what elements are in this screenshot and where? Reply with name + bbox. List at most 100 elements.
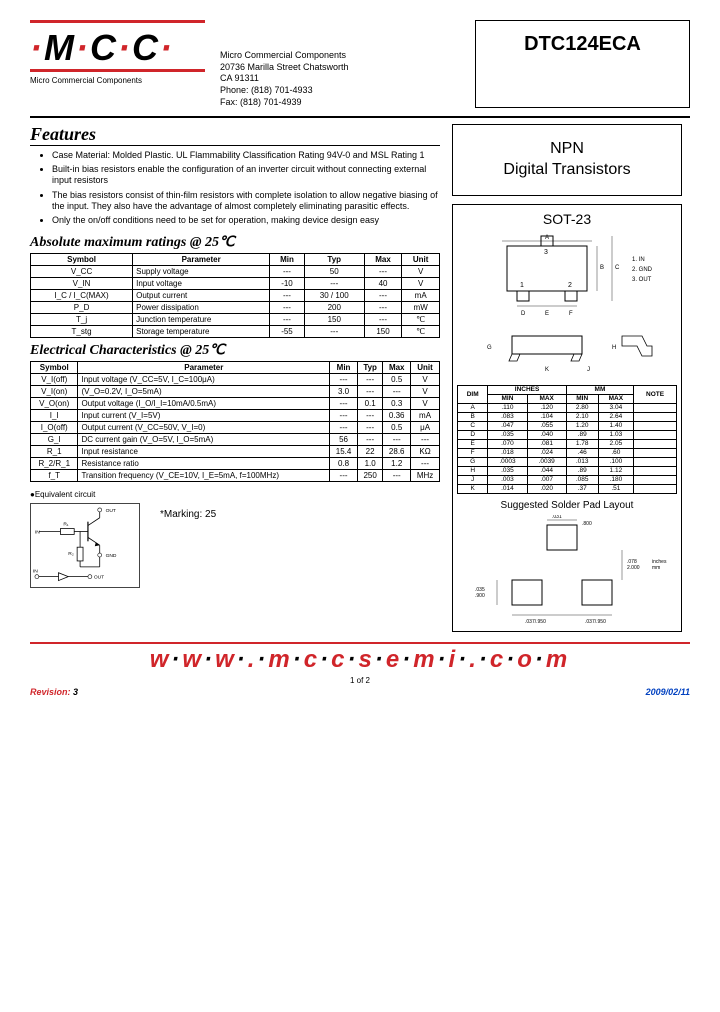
logo-subtitle: Micro Commercial Components: [30, 76, 205, 85]
table-cell: ---: [383, 434, 411, 446]
table-cell: Storage temperature: [133, 326, 270, 338]
table-cell: [634, 421, 677, 430]
svg-text:J: J: [587, 367, 590, 373]
table-cell: 0.5: [383, 422, 411, 434]
table-cell: .51: [598, 484, 634, 493]
dimensions-table: DIM INCHES MM NOTE MINMAX MINMAX A.110.1…: [457, 385, 677, 494]
table-cell: V_I(off): [31, 374, 78, 386]
elec-table: SymbolParameterMinTypMaxUnit V_I(off)Inp…: [30, 361, 440, 482]
table-cell: Input voltage: [133, 278, 270, 290]
table-cell: -55: [270, 326, 305, 338]
table-cell: ---: [330, 422, 358, 434]
fax: Fax: (818) 701-4939: [220, 97, 349, 109]
table-cell: .018: [488, 448, 527, 457]
table-cell: .055: [527, 421, 566, 430]
table-cell: 40: [364, 278, 402, 290]
svg-text:R₁: R₁: [63, 522, 69, 528]
svg-text:C: C: [615, 265, 620, 271]
addr-line1: 20736 Marilla Street Chatsworth: [220, 62, 349, 74]
svg-text:OUT: OUT: [106, 508, 116, 514]
table-cell: I_O(off): [31, 422, 78, 434]
table-cell: ---: [364, 314, 402, 326]
equiv-row: IN OUT GND R₁ R₂ IN OUT *Marking: 25: [30, 503, 440, 588]
table-cell: R_1: [31, 446, 78, 458]
table-header: Unit: [411, 362, 440, 374]
table-cell: 1.20: [566, 421, 598, 430]
svg-text:E: E: [545, 311, 549, 317]
table-cell: E: [458, 439, 488, 448]
table-cell: 0.5: [383, 374, 411, 386]
table-cell: -10: [270, 278, 305, 290]
table-cell: .035: [488, 430, 527, 439]
type-line1: NPN: [461, 139, 673, 160]
table-cell: [634, 448, 677, 457]
table-cell: I_C / I_C(MAX): [31, 290, 133, 302]
table-cell: K: [458, 484, 488, 493]
svg-text:3. OUT: 3. OUT: [632, 277, 652, 283]
svg-text:G: G: [487, 345, 492, 351]
svg-text:1: 1: [520, 282, 524, 289]
table-cell: G: [458, 457, 488, 466]
table-cell: 2.05: [598, 439, 634, 448]
logo-bottom-bar: [30, 69, 205, 72]
dim-header: MM: [566, 385, 633, 394]
svg-text:A: A: [545, 235, 549, 241]
table-cell: .024: [527, 448, 566, 457]
marking-text: *Marking: 25: [160, 503, 216, 588]
table-cell: .89: [566, 430, 598, 439]
table-row: D.035.040.891.03: [458, 430, 677, 439]
table-cell: .46: [566, 448, 598, 457]
table-cell: ---: [411, 458, 440, 470]
table-cell: V: [402, 278, 440, 290]
svg-text:.800: .800: [582, 521, 592, 527]
logo-text: ·M·C·C·: [30, 27, 205, 69]
svg-text:2. GND: 2. GND: [632, 267, 653, 273]
table-cell: .070: [488, 439, 527, 448]
table-cell: ---: [270, 314, 305, 326]
table-cell: ---: [383, 470, 411, 482]
table-cell: B: [458, 412, 488, 421]
table-row: G.0003.0039.013.100: [458, 457, 677, 466]
table-cell: Power dissipation: [133, 302, 270, 314]
equiv-circuit-diagram: IN OUT GND R₁ R₂ IN OUT: [30, 503, 140, 588]
table-cell: ---: [330, 398, 358, 410]
table-cell: ---: [383, 386, 411, 398]
table-row: I_C / I_C(MAX)Output current---30 / 100-…: [31, 290, 440, 302]
table-row: R_1Input resistance15.42228.6KΩ: [31, 446, 440, 458]
revision-label: Revision:: [30, 687, 71, 697]
table-row: A.110.1202.803.04: [458, 403, 677, 412]
dim-header: DIM: [458, 385, 488, 403]
svg-text:.037/.950: .037/.950: [585, 619, 606, 625]
table-cell: DC current gain (V_O=5V, I_O=5mA): [78, 434, 330, 446]
table-cell: 15.4: [330, 446, 358, 458]
table-row: V_O(on)Output voltage (I_O/I_I=10mA/0.5m…: [31, 398, 440, 410]
table-cell: (V_O=0.2V, I_O=5mA): [78, 386, 330, 398]
revision-value: 3: [73, 687, 78, 697]
table-cell: KΩ: [411, 446, 440, 458]
svg-text:.900: .900: [475, 593, 485, 599]
table-cell: ---: [330, 410, 358, 422]
svg-text:B: B: [600, 265, 604, 271]
table-row: V_I(off)Input voltage (V_CC=5V, I_C=100μ…: [31, 374, 440, 386]
footer-url: w·w·w·.·m·c·c·s·e·m·i·.·c·o·m: [30, 646, 690, 674]
feature-item: Case Material: Molded Plastic. UL Flamma…: [52, 150, 440, 161]
table-row: C.047.0551.201.40: [458, 421, 677, 430]
table-cell: 22: [357, 446, 382, 458]
table-row: R_2/R_1Resistance ratio0.81.01.2---: [31, 458, 440, 470]
feature-item: Only the on/off conditions need to be se…: [52, 215, 440, 226]
table-cell: .37: [566, 484, 598, 493]
table-cell: .007: [527, 475, 566, 484]
table-row: J.003.007.085.180: [458, 475, 677, 484]
table-cell: V_O(on): [31, 398, 78, 410]
table-cell: .0003: [488, 457, 527, 466]
package-box: SOT-23 1 2 3 A B C D: [452, 204, 682, 632]
table-cell: J: [458, 475, 488, 484]
dim-header: MAX: [598, 394, 634, 403]
table-cell: Resistance ratio: [78, 458, 330, 470]
table-cell: P_D: [31, 302, 133, 314]
table-cell: 56: [330, 434, 358, 446]
dim-header: MIN: [488, 394, 527, 403]
table-cell: ---: [330, 470, 358, 482]
table-cell: 2.80: [566, 403, 598, 412]
table-cell: .013: [566, 457, 598, 466]
